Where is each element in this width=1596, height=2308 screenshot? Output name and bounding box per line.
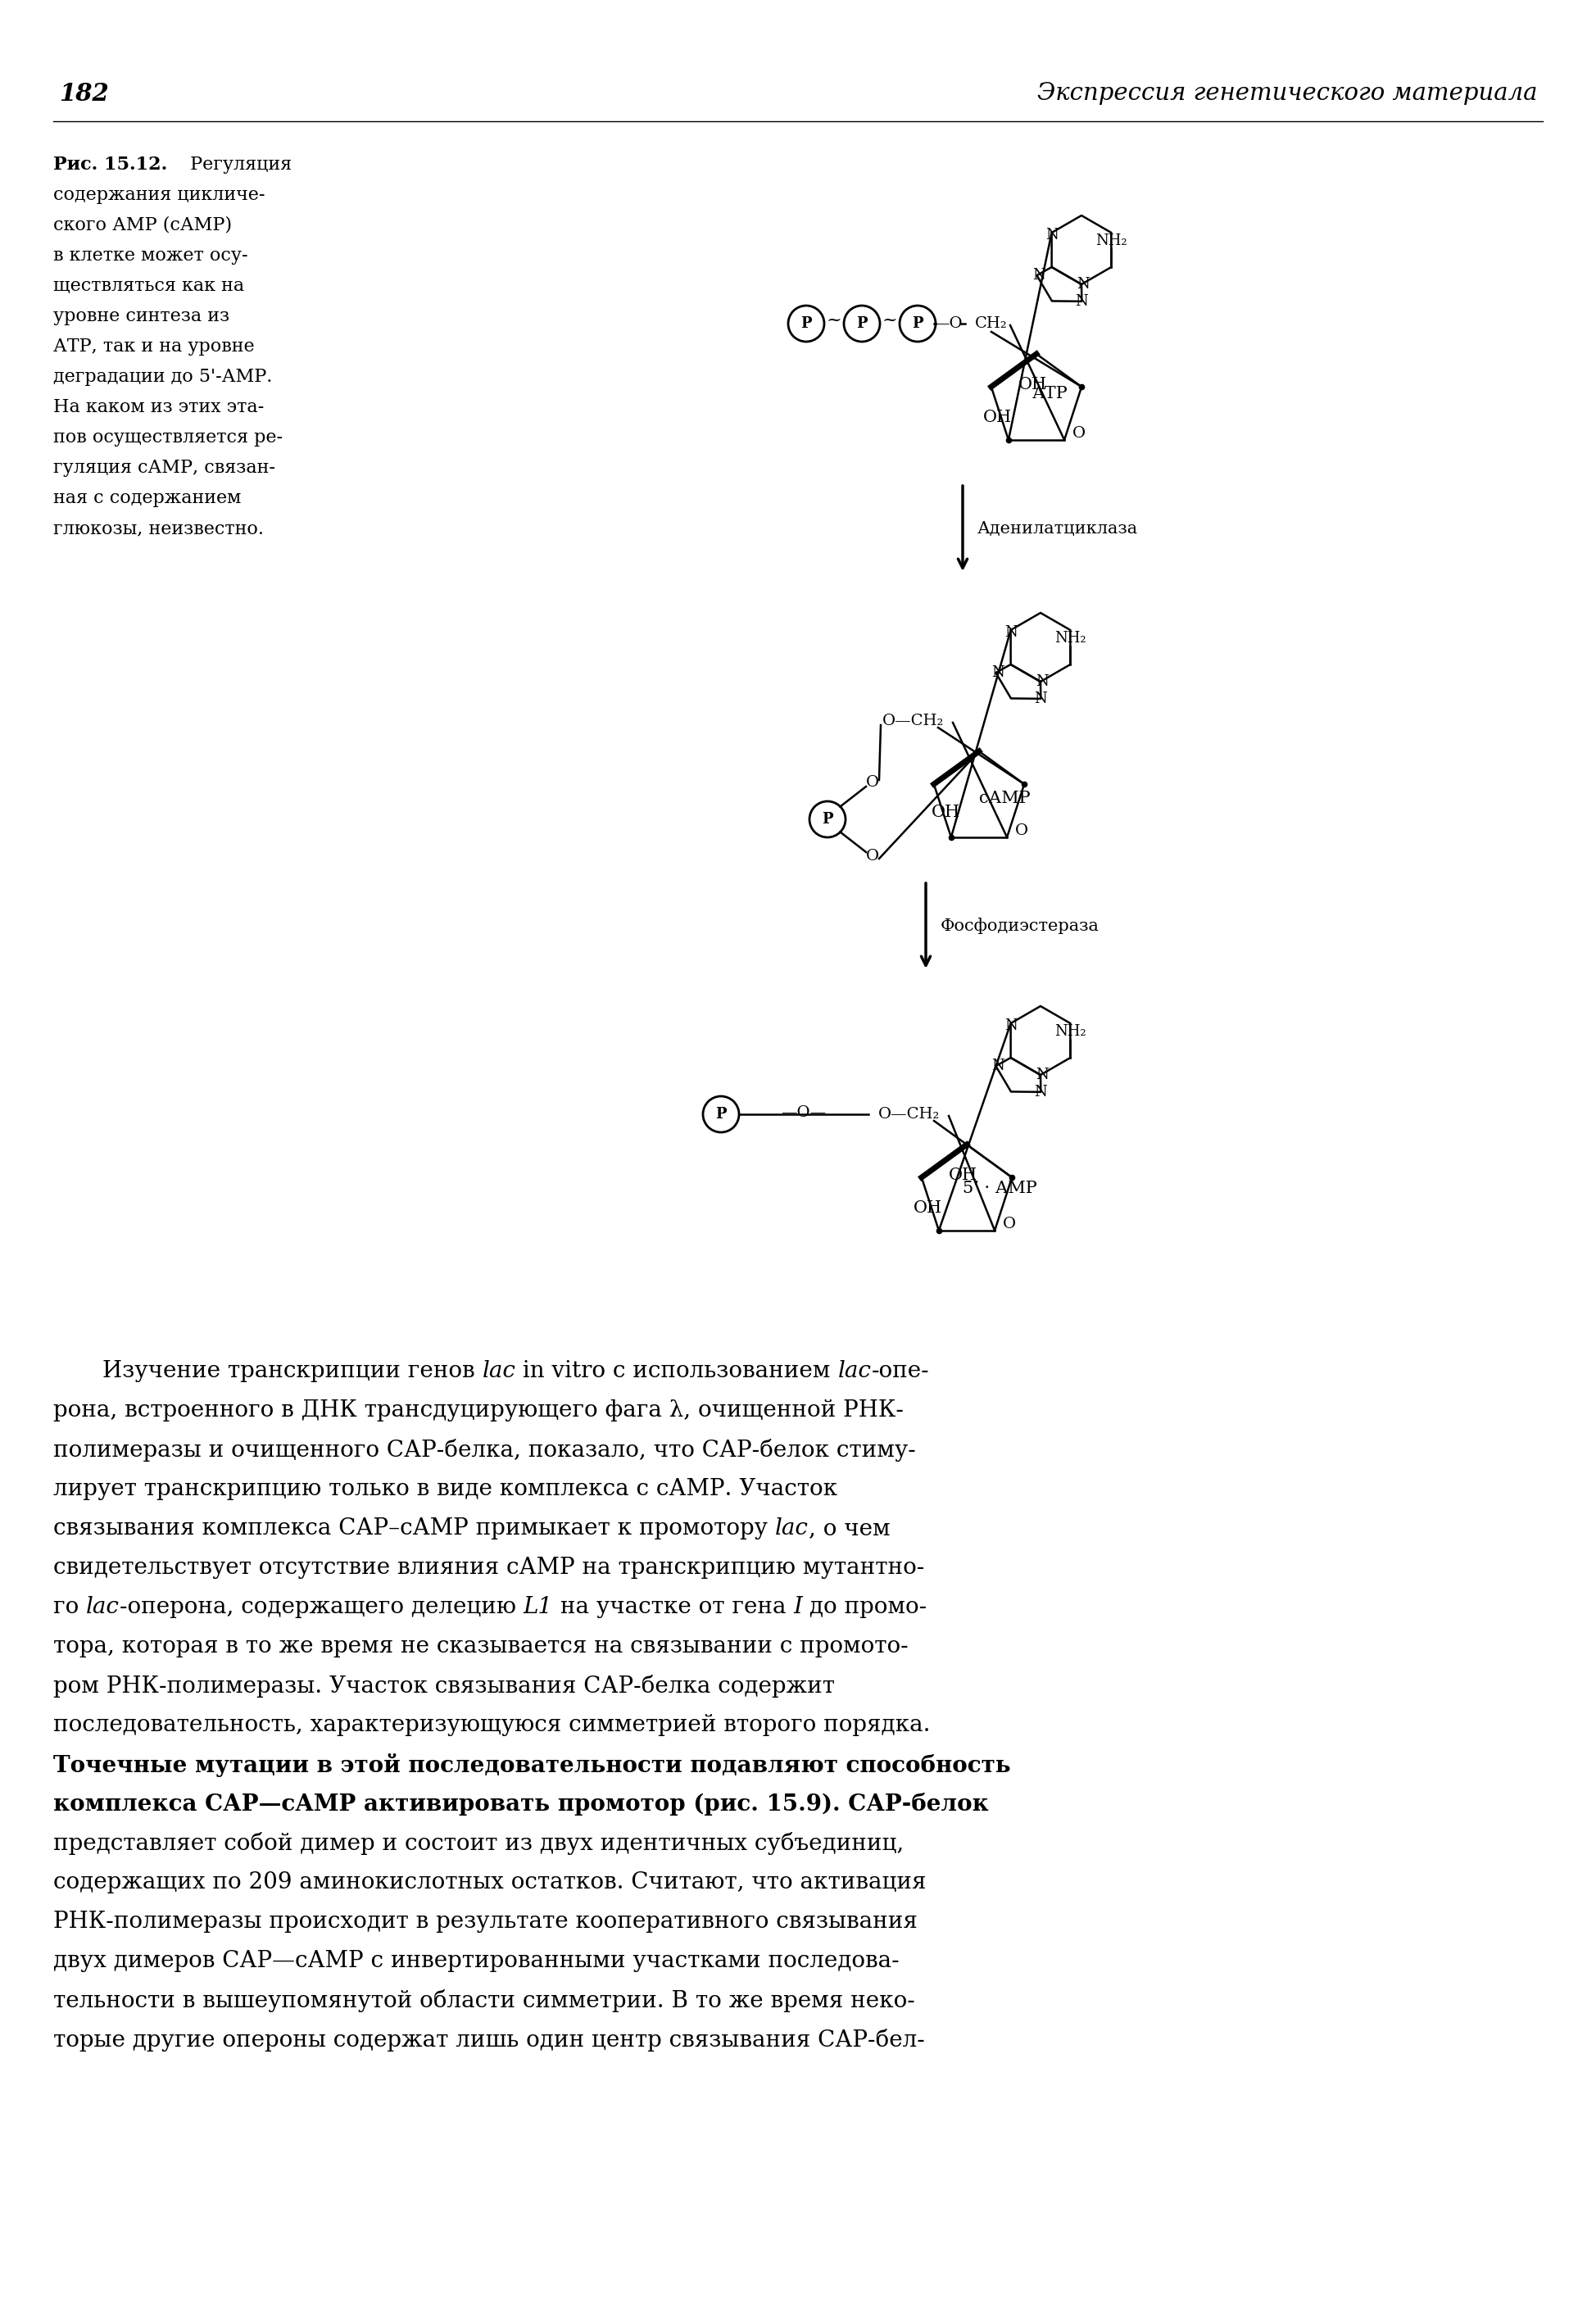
Text: OH: OH: [915, 1200, 943, 1216]
Text: двух димеров САР—сАМР с инвертированными участками последова-: двух димеров САР—сАМР с инвертированными…: [53, 1950, 899, 1971]
Text: лирует транскрипцию только в виде комплекса с сАМР. Участок: лирует транскрипцию только в виде компле…: [53, 1477, 838, 1500]
Text: Р: Р: [801, 316, 812, 330]
Text: содержащих по 209 аминокислотных остатков. Считают, что активация: содержащих по 209 аминокислотных остатко…: [53, 1872, 926, 1893]
Text: АТР: АТР: [1033, 385, 1068, 402]
Text: комплекса САР—сАМР активировать промотор (рис. 15.9). САР-белок: комплекса САР—сАМР активировать промотор…: [53, 1793, 988, 1816]
Text: lac: lac: [776, 1516, 809, 1539]
Text: Р: Р: [857, 316, 868, 330]
Text: ная с содержанием: ная с содержанием: [53, 489, 241, 508]
Text: Р: Р: [822, 812, 833, 826]
Text: последовательность, характеризующуюся симметрией второго порядка.: последовательность, характеризующуюся си…: [53, 1715, 930, 1736]
Text: связывания комплекса САР–сАМР примыкает к промотору: связывания комплекса САР–сАМР примыкает …: [53, 1516, 776, 1539]
Text: в клетке может осу-: в клетке может осу-: [53, 247, 247, 265]
Text: O: O: [1002, 1216, 1017, 1232]
Text: полимеразы и очищенного САР-белка, показало, что САР-белок стиму-: полимеразы и очищенного САР-белка, показ…: [53, 1438, 916, 1461]
Text: N: N: [1036, 1069, 1049, 1082]
Text: уровне синтеза из: уровне синтеза из: [53, 307, 230, 325]
Text: OH: OH: [948, 1168, 977, 1184]
Text: —O: —O: [934, 316, 962, 330]
Text: O: O: [867, 775, 879, 789]
Text: Точечные мутации в этой последовательности подавляют способность: Точечные мутации в этой последовательнос…: [53, 1754, 1010, 1777]
Text: ~: ~: [883, 312, 897, 330]
Text: N: N: [1004, 625, 1017, 639]
Text: до промо-: до промо-: [803, 1597, 927, 1618]
Text: NH₂: NH₂: [1095, 233, 1127, 249]
Text: in vitro с использованием: in vitro с использованием: [516, 1359, 838, 1382]
Text: lac: lac: [838, 1359, 871, 1382]
Text: N: N: [991, 665, 1005, 681]
Text: OH: OH: [932, 805, 961, 819]
Text: O: O: [1015, 824, 1028, 838]
Text: OH: OH: [983, 411, 1012, 425]
Text: го: го: [53, 1597, 86, 1618]
Text: Экспрессия генетического материала: Экспрессия генетического материала: [1037, 81, 1537, 104]
Text: рона, встроенного в ДНК трансдуцирующего фага λ, очищенной РНК-: рона, встроенного в ДНК трансдуцирующего…: [53, 1399, 903, 1422]
Text: Регуляция: Регуляция: [185, 155, 292, 173]
Text: -опе-: -опе-: [871, 1359, 929, 1382]
Text: N: N: [1076, 293, 1088, 309]
Text: —O—: —O—: [780, 1106, 827, 1119]
Text: NH₂: NH₂: [1055, 1025, 1087, 1039]
Text: O—CH₂: O—CH₂: [878, 1108, 940, 1122]
Text: ~: ~: [827, 312, 841, 330]
Text: N: N: [1034, 692, 1047, 706]
Text: торые другие опероны содержат лишь один центр связывания САР-бел-: торые другие опероны содержат лишь один …: [53, 2029, 924, 2052]
Text: РНК-полимеразы происходит в результате кооперативного связывания: РНК-полимеразы происходит в результате к…: [53, 1911, 918, 1932]
Text: Изучение транскрипции генов: Изучение транскрипции генов: [102, 1359, 482, 1382]
Text: представляет собой димер и состоит из двух идентичных субъединиц,: представляет собой димер и состоит из дв…: [53, 1833, 903, 1856]
Text: ского АМР (сАМР): ского АМР (сАМР): [53, 217, 231, 235]
Text: ром РНК-полимеразы. Участок связывания САР-белка содержит: ром РНК-полимеразы. Участок связывания С…: [53, 1676, 835, 1699]
Text: N: N: [1045, 228, 1058, 242]
Text: , о чем: , о чем: [809, 1516, 891, 1539]
Text: O—CH₂: O—CH₂: [883, 713, 945, 729]
Text: N: N: [1034, 1085, 1047, 1099]
Text: Р: Р: [911, 316, 922, 330]
Text: lac: lac: [86, 1597, 120, 1618]
Text: 5’ · АМР: 5’ · АМР: [962, 1179, 1037, 1196]
Text: NH₂: NH₂: [1055, 630, 1087, 646]
Text: N: N: [991, 1059, 1005, 1073]
Text: свидетельствует отсутствие влияния сАМР на транскрипцию мутантно-: свидетельствует отсутствие влияния сАМР …: [53, 1556, 924, 1579]
Text: O: O: [867, 849, 879, 863]
Text: глюкозы, неизвестно.: глюкозы, неизвестно.: [53, 519, 263, 538]
Text: -оперона, содержащего делецию: -оперона, содержащего делецию: [120, 1597, 523, 1618]
Text: N: N: [1033, 268, 1045, 284]
Text: содержания цикличе-: содержания цикличе-: [53, 187, 265, 203]
Text: пов осуществляется ре-: пов осуществляется ре-: [53, 429, 282, 445]
Text: cАМР: cАМР: [978, 792, 1031, 805]
Text: тельности в вышеупомянутой области симметрии. В то же время неко-: тельности в вышеупомянутой области симме…: [53, 1989, 915, 2013]
Text: на участке от гена: на участке от гена: [552, 1597, 793, 1618]
Text: деградации до 5'-АМР.: деградации до 5'-АМР.: [53, 367, 273, 385]
Text: гуляция сАМР, связан-: гуляция сАМР, связан-: [53, 459, 275, 478]
Text: I: I: [793, 1597, 803, 1618]
Text: L1: L1: [523, 1597, 552, 1618]
Text: Рис. 15.12.: Рис. 15.12.: [53, 155, 168, 173]
Text: O: O: [1073, 427, 1085, 441]
Text: N: N: [1036, 674, 1049, 690]
Text: N: N: [1004, 1018, 1017, 1034]
Text: Аденилатциклаза: Аденилатциклаза: [977, 522, 1138, 535]
Text: N: N: [1077, 277, 1090, 291]
Text: OH: OH: [1018, 376, 1047, 392]
Text: АТР, так и на уровне: АТР, так и на уровне: [53, 337, 254, 355]
Text: ществляться как на: ществляться как на: [53, 277, 244, 295]
Text: CH₂: CH₂: [975, 316, 1007, 330]
Text: lac: lac: [482, 1359, 516, 1382]
Text: Р: Р: [715, 1108, 726, 1122]
Text: Фосфодиэстераза: Фосфодиэстераза: [940, 919, 1100, 935]
Text: На каком из этих эта-: На каком из этих эта-: [53, 399, 263, 415]
Text: тора, которая в то же время не сказывается на связывании с промото-: тора, которая в то же время не сказывает…: [53, 1636, 908, 1657]
Text: 182: 182: [59, 81, 109, 106]
